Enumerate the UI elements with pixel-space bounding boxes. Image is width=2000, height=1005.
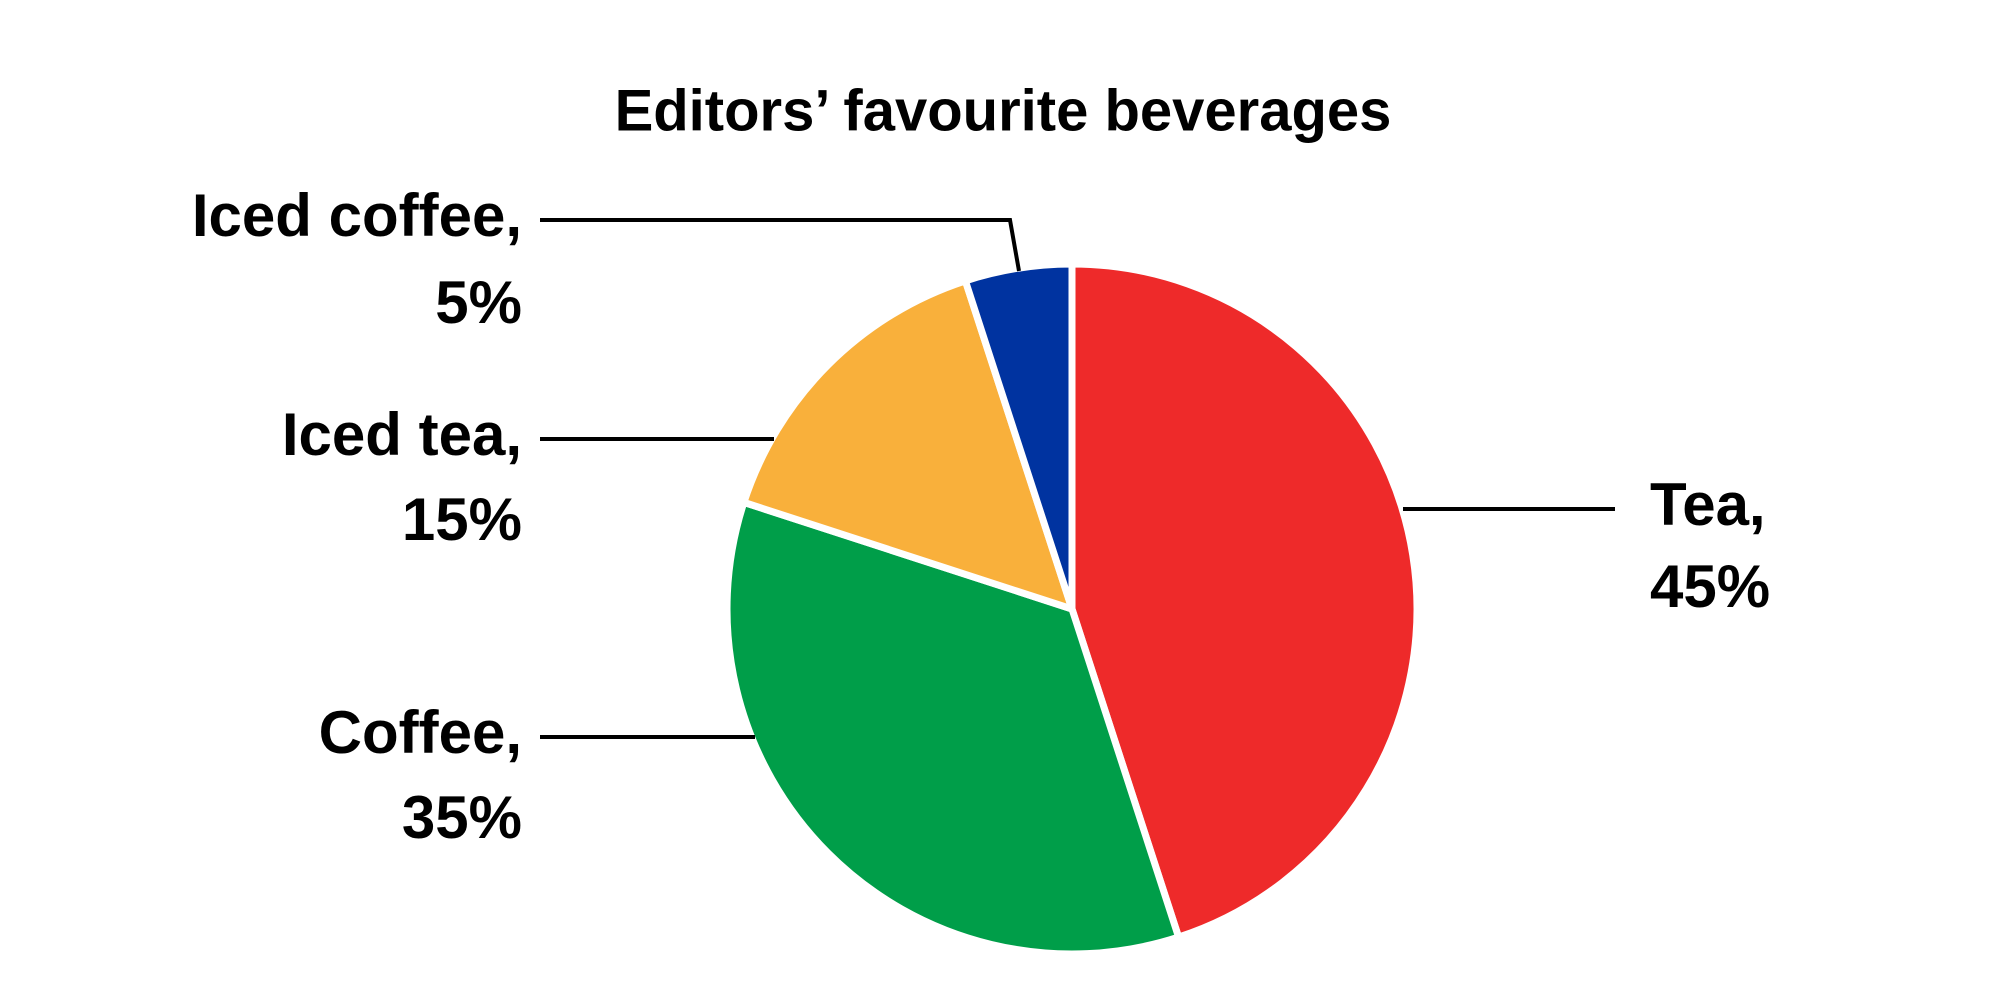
chart-title: Editors’ favourite beverages xyxy=(615,78,1392,143)
slice-label: Iced coffee, xyxy=(192,182,522,249)
slice-label: Coffee, xyxy=(319,699,522,766)
slice-label: Iced tea, xyxy=(282,401,522,468)
pie-slice xyxy=(723,498,1183,958)
slice-value-label: 5% xyxy=(435,269,522,336)
slice-value-label: 35% xyxy=(402,784,522,851)
slice-label: Tea, xyxy=(1650,471,1766,538)
slice-value-label: 15% xyxy=(402,486,522,553)
leader-line xyxy=(540,218,1021,272)
slice-value-label: 45% xyxy=(1650,553,1770,620)
pie-slice xyxy=(1068,260,1421,941)
